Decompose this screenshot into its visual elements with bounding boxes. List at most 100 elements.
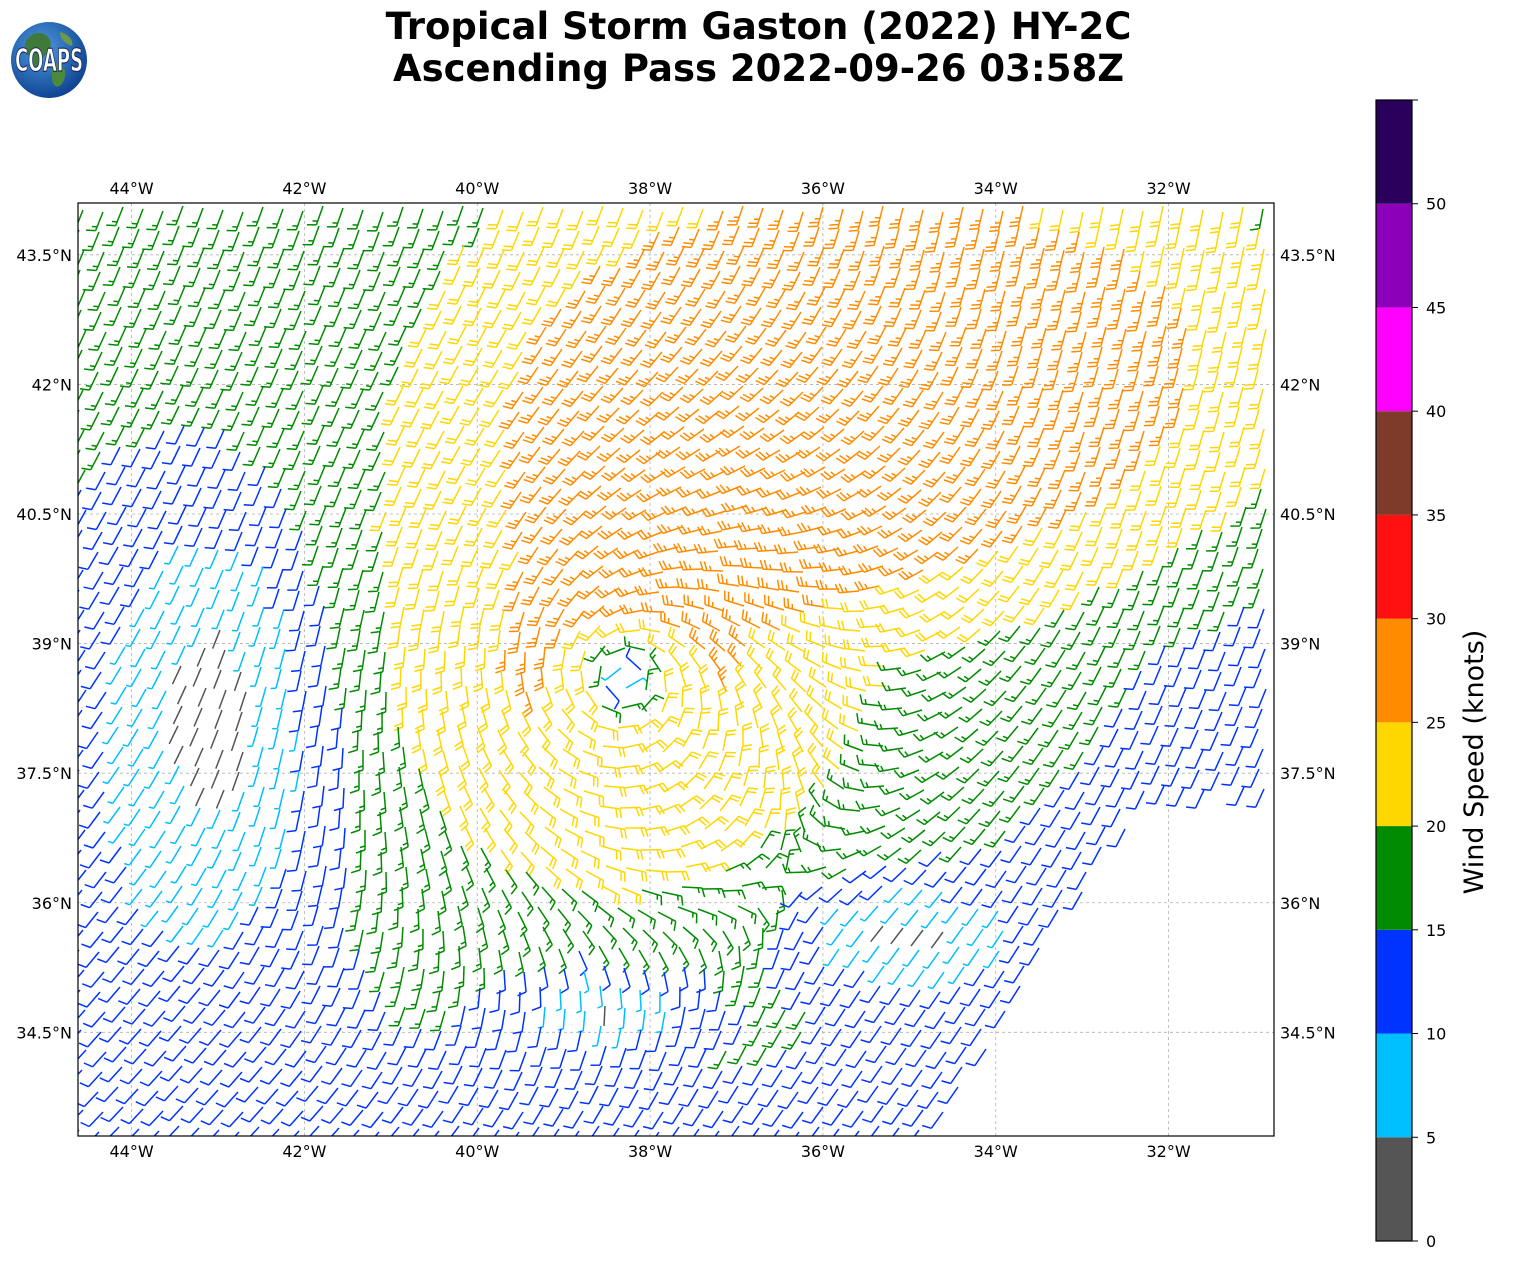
wind-barb — [924, 351, 943, 371]
wind-barb — [980, 450, 1001, 470]
wind-barb — [1145, 785, 1165, 805]
wind-barb — [904, 1009, 926, 1028]
wind-barb — [379, 366, 399, 386]
wind-barb — [502, 749, 515, 775]
wind-barb — [998, 805, 1021, 823]
wind-barb — [482, 529, 503, 549]
wind-barb — [235, 1086, 259, 1103]
wind-barb — [719, 465, 746, 476]
wind-barb — [541, 268, 561, 288]
wind-barb — [1106, 828, 1126, 848]
wind-barb — [414, 648, 426, 673]
wind-barb — [945, 306, 962, 327]
wind-barb — [597, 985, 604, 1009]
wind-barb — [249, 1126, 260, 1136]
wind-barb — [898, 608, 925, 619]
wind-barb — [225, 551, 239, 572]
wind-barb — [355, 869, 367, 894]
wind-barb — [624, 1069, 643, 1089]
wind-barb — [899, 647, 926, 658]
wind-barb — [1059, 551, 1079, 571]
wind-barb — [1148, 385, 1164, 407]
wind-barb — [363, 311, 382, 332]
wind-barb — [308, 325, 327, 346]
wind-barb — [928, 331, 947, 352]
wind-barb — [1006, 425, 1025, 446]
wind-barb — [521, 346, 543, 365]
wind-barb — [475, 907, 485, 934]
wind-barb — [1247, 608, 1265, 629]
wind-barb — [775, 411, 800, 426]
wind-barb — [438, 810, 448, 837]
wind-barb — [82, 531, 103, 551]
wind-barb — [232, 871, 247, 891]
lon-label-bottom: 34°W — [974, 1142, 1018, 1161]
wind-barb — [180, 1107, 204, 1124]
wind-barb — [1204, 451, 1221, 473]
wind-barb — [515, 651, 526, 676]
wind-barb — [255, 686, 267, 708]
wind-barb — [1144, 445, 1161, 467]
wind-barb — [437, 890, 447, 916]
lat-label-left: 42°N — [32, 375, 72, 394]
wind-barb — [1150, 285, 1166, 308]
wind-barb — [981, 570, 1004, 587]
wind-barb — [162, 485, 182, 505]
wind-barb — [239, 1026, 262, 1044]
wind-barb — [361, 411, 380, 431]
wind-barb — [211, 829, 226, 849]
wind-barb — [122, 968, 145, 986]
wind-barb — [1209, 471, 1226, 493]
wind-barb — [944, 386, 964, 406]
wind-barb — [982, 950, 1000, 969]
wind-barb — [1226, 786, 1245, 806]
wind-barb — [605, 327, 627, 346]
wind-barb — [881, 427, 905, 444]
wind-barb — [576, 990, 582, 1014]
wind-barb — [348, 329, 367, 350]
wind-barb — [664, 824, 691, 836]
lon-label-top: 40°W — [455, 179, 499, 198]
wind-barb — [1044, 789, 1065, 808]
wind-barb — [901, 1109, 924, 1127]
wind-barb — [280, 370, 299, 391]
chart-title: Tropical Storm Gaston (2022) HY-2C Ascen… — [0, 6, 1513, 90]
wind-barb — [759, 559, 784, 571]
wind-barb — [280, 1070, 303, 1088]
wind-barb — [863, 305, 882, 325]
wind-barb — [448, 1045, 467, 1066]
wind-barb — [1140, 725, 1159, 746]
wind-barb — [119, 1068, 143, 1085]
wind-barb — [1145, 525, 1163, 546]
wind-barb — [600, 845, 622, 861]
wind-barb — [597, 527, 623, 540]
wind-barb — [719, 425, 745, 439]
wind-barb — [859, 825, 886, 835]
wind-barb — [369, 731, 380, 756]
wind-barb — [564, 828, 584, 848]
wind-barb — [735, 486, 762, 496]
wind-barb — [720, 502, 747, 513]
wind-barb — [390, 606, 405, 629]
wind-barb — [1090, 286, 1106, 308]
wind-barb — [1186, 269, 1201, 292]
wind-barb — [781, 311, 802, 330]
wind-barb — [658, 560, 684, 571]
wind-barb — [983, 690, 1007, 707]
wind-barb — [605, 287, 626, 306]
wind-barb — [702, 1110, 724, 1129]
wind-barb — [1181, 769, 1200, 789]
wind-barb — [246, 586, 260, 607]
wind-barb — [562, 510, 587, 526]
wind-barb — [918, 451, 941, 469]
colorbar-bin — [1376, 307, 1412, 412]
wind-barb — [1003, 965, 1025, 984]
wind-barb — [1085, 526, 1103, 547]
wind-barb — [78, 730, 79, 732]
wind-barb — [724, 815, 748, 832]
wind-barb — [940, 1026, 962, 1045]
wind-barb — [1185, 529, 1203, 550]
wind-barb — [822, 948, 840, 967]
lat-label-left: 40.5°N — [16, 505, 72, 524]
wind-barb — [862, 1105, 884, 1123]
